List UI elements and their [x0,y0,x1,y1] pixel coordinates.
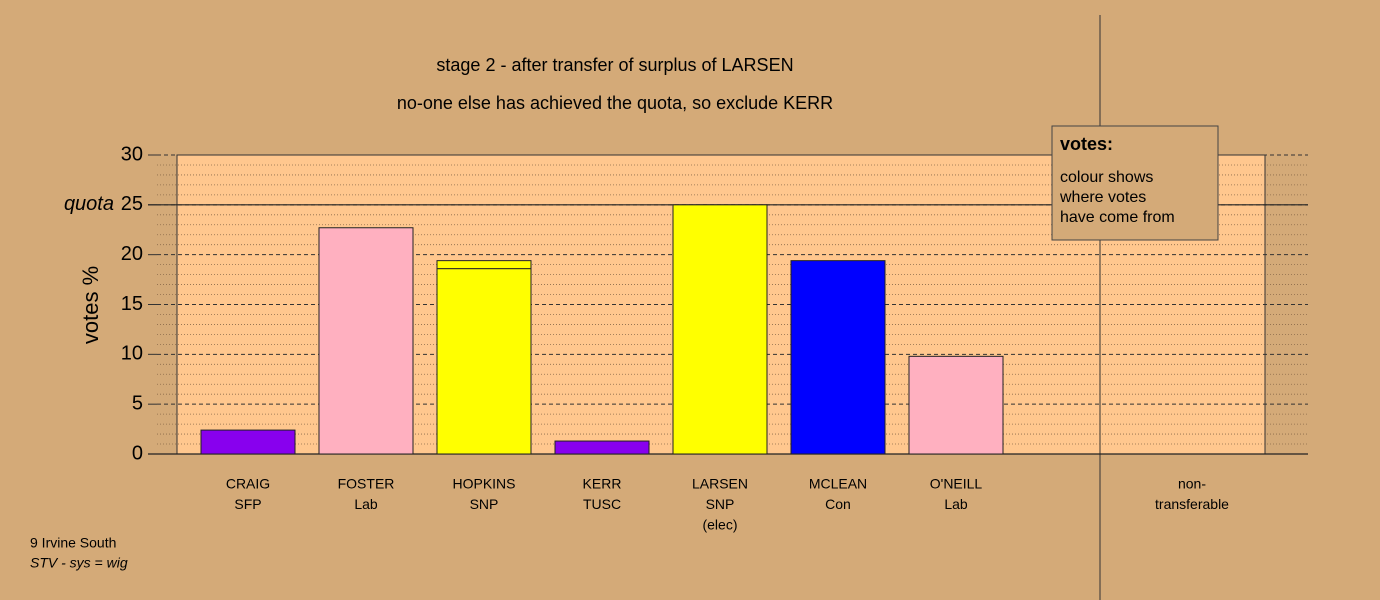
x-tick-label: CRAIG [226,476,270,492]
bar-segment [554,440,650,455]
chart-title: stage 2 - after transfer of surplus of L… [436,55,793,75]
x-tick-label: KERR [583,476,622,492]
chart-subtitle: no-one else has achieved the quota, so e… [397,93,833,113]
x-tick-label: Lab [354,496,378,512]
y-tick-label: 20 [121,243,143,265]
y-tick-label: 15 [121,293,143,315]
x-tick-label: SNP [706,496,735,512]
note-line: have come from [1060,209,1175,226]
y-tick-label: 0 [132,442,143,464]
y-tick-label: 25 [121,193,143,215]
bar-segment [790,260,886,455]
bar-segment [318,227,414,455]
x-tick-label: SNP [470,496,499,512]
x-tick-label: O'NEILL [930,476,983,492]
y-tick-label: 10 [121,343,143,365]
note-line: where votes [1059,189,1146,206]
y-tick-label: 5 [132,392,143,414]
x-tick-label: FOSTER [338,476,395,492]
bar-segment [436,268,532,455]
footer-line: 9 Irvine South [30,535,116,551]
x-tick-label: transferable [1155,496,1229,512]
note-line: colour shows [1060,169,1153,186]
x-tick-label: TUSC [583,496,621,512]
x-tick-label: (elec) [702,517,737,533]
bar-segment [908,355,1004,455]
y-axis-label: votes % [78,266,103,344]
bar-segment [672,204,768,455]
bar-segment [200,429,296,455]
x-tick-label: non- [1178,476,1206,492]
x-tick-label: LARSEN [692,476,748,492]
note-box [1051,125,1219,241]
x-tick-label: Lab [944,496,968,512]
x-tick-label: MCLEAN [809,476,867,492]
x-tick-label: HOPKINS [452,476,515,492]
bar-segment [436,260,532,270]
note-title: votes: [1060,134,1113,154]
x-tick-label: Con [825,496,851,512]
footer-line: STV - sys = wig [30,555,128,571]
x-tick-label: SFP [234,496,261,512]
y-tick-label: 30 [121,143,143,165]
quota-label: quota [64,193,114,215]
